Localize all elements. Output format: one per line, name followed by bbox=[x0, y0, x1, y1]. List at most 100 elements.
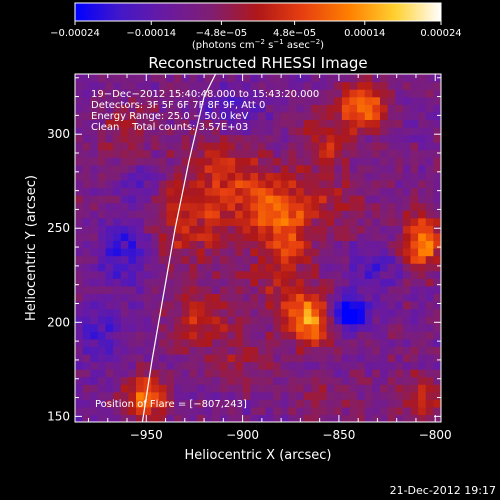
heatmap-cell bbox=[97, 210, 107, 219]
heatmap-cell bbox=[235, 157, 244, 166]
heatmap-cell bbox=[235, 255, 244, 264]
heatmap-cell bbox=[82, 376, 91, 385]
heatmap-cell bbox=[227, 104, 236, 113]
heatmap-cell bbox=[151, 126, 160, 136]
heatmap-cell bbox=[334, 353, 343, 363]
colorbar-tick-label: 0.00014 bbox=[344, 28, 385, 39]
heatmap-cell bbox=[75, 263, 84, 272]
heatmap-cell bbox=[128, 346, 137, 355]
heatmap-cell bbox=[418, 406, 427, 416]
heatmap-cell bbox=[227, 293, 236, 302]
heatmap-cell bbox=[280, 240, 290, 249]
heatmap-cell bbox=[82, 278, 91, 287]
heatmap-cell bbox=[319, 399, 328, 408]
heatmap-cell bbox=[219, 399, 229, 408]
heatmap-cell bbox=[425, 142, 434, 151]
heatmap-cell bbox=[113, 126, 122, 136]
heatmap-cell bbox=[250, 149, 259, 158]
heatmap-cell bbox=[242, 248, 251, 257]
heatmap-cell bbox=[433, 300, 441, 310]
heatmap-cell bbox=[235, 81, 244, 90]
heatmap-cell bbox=[311, 210, 320, 219]
heatmap-cell bbox=[105, 399, 114, 408]
heatmap-cell bbox=[326, 391, 335, 400]
heatmap-cell bbox=[90, 187, 99, 196]
heatmap-cell bbox=[288, 240, 297, 249]
heatmap-cell bbox=[235, 89, 244, 98]
heatmap-cell bbox=[258, 126, 267, 136]
heatmap-cell bbox=[296, 255, 305, 264]
heatmap-cell bbox=[326, 164, 335, 173]
heatmap-cell bbox=[151, 248, 160, 257]
heatmap-cell bbox=[280, 278, 290, 287]
heatmap-cell bbox=[296, 126, 305, 136]
heatmap-cell bbox=[181, 270, 190, 279]
heatmap-cell bbox=[174, 406, 183, 416]
heatmap-cell bbox=[341, 149, 351, 158]
heatmap-cell bbox=[288, 195, 297, 204]
heatmap-cell bbox=[82, 89, 91, 98]
heatmap-cell bbox=[273, 278, 282, 287]
heatmap-cell bbox=[265, 263, 274, 272]
heatmap-cell bbox=[212, 225, 221, 234]
heatmap-cell bbox=[113, 338, 122, 347]
heatmap-cell bbox=[341, 104, 351, 113]
heatmap-cell bbox=[219, 346, 229, 355]
heatmap-cell bbox=[280, 391, 290, 400]
heatmap-cell bbox=[166, 255, 175, 264]
heatmap-cell bbox=[303, 399, 312, 408]
heatmap-cell bbox=[181, 89, 190, 98]
plot-frame bbox=[74, 73, 442, 423]
heatmap-cell bbox=[158, 346, 168, 355]
heatmap-cell bbox=[326, 316, 335, 325]
heatmap-cell bbox=[265, 414, 274, 422]
heatmap-cell bbox=[120, 81, 129, 90]
heatmap-cell bbox=[250, 134, 259, 143]
heatmap-cell bbox=[151, 232, 160, 242]
heatmap-cell bbox=[181, 217, 190, 226]
heatmap-cell bbox=[128, 104, 137, 113]
heatmap-cell bbox=[97, 285, 107, 294]
heatmap-cell bbox=[349, 414, 358, 422]
heatmap-cell bbox=[97, 134, 107, 143]
heatmap-cell bbox=[303, 111, 312, 120]
heatmap-cell bbox=[418, 164, 427, 173]
heatmap-cell bbox=[265, 240, 274, 249]
heatmap-cell bbox=[273, 255, 282, 264]
heatmap-cell bbox=[349, 285, 358, 294]
heatmap-cell bbox=[250, 172, 259, 181]
heatmap-cell bbox=[212, 248, 221, 257]
heatmap-cell bbox=[227, 300, 236, 310]
heatmap-cell bbox=[395, 293, 404, 302]
heatmap-cell bbox=[75, 346, 84, 355]
heatmap-cell bbox=[402, 331, 412, 340]
heatmap-cell bbox=[151, 81, 160, 90]
heatmap-cell bbox=[433, 210, 441, 219]
heatmap-cell bbox=[280, 353, 290, 363]
heatmap-cell bbox=[90, 134, 99, 143]
heatmap-cell bbox=[273, 240, 282, 249]
heatmap-cell bbox=[349, 248, 358, 257]
heatmap-cell bbox=[212, 316, 221, 325]
heatmap-cell bbox=[105, 142, 114, 151]
heatmap-cell bbox=[242, 96, 251, 105]
heatmap-cell bbox=[319, 248, 328, 257]
heatmap-cell bbox=[82, 202, 91, 211]
heatmap-cell bbox=[418, 353, 427, 363]
heatmap-cell bbox=[341, 293, 351, 302]
heatmap-cell bbox=[364, 96, 373, 105]
heatmap-cell bbox=[395, 338, 404, 347]
heatmap-cell bbox=[250, 300, 259, 310]
heatmap-cell bbox=[189, 346, 198, 355]
heatmap-cell bbox=[319, 353, 328, 363]
heatmap-cell bbox=[212, 217, 221, 226]
heatmap-cell bbox=[280, 361, 290, 370]
heatmap-cell bbox=[197, 323, 206, 332]
heatmap-cell bbox=[410, 81, 419, 90]
heatmap-cell bbox=[303, 187, 312, 196]
heatmap-cell bbox=[319, 346, 328, 355]
heatmap-cell bbox=[418, 255, 427, 264]
heatmap-cell bbox=[326, 248, 335, 257]
y-axis-label: Heliocentric Y (arcsec) bbox=[24, 175, 39, 321]
heatmap-cell bbox=[75, 134, 84, 143]
